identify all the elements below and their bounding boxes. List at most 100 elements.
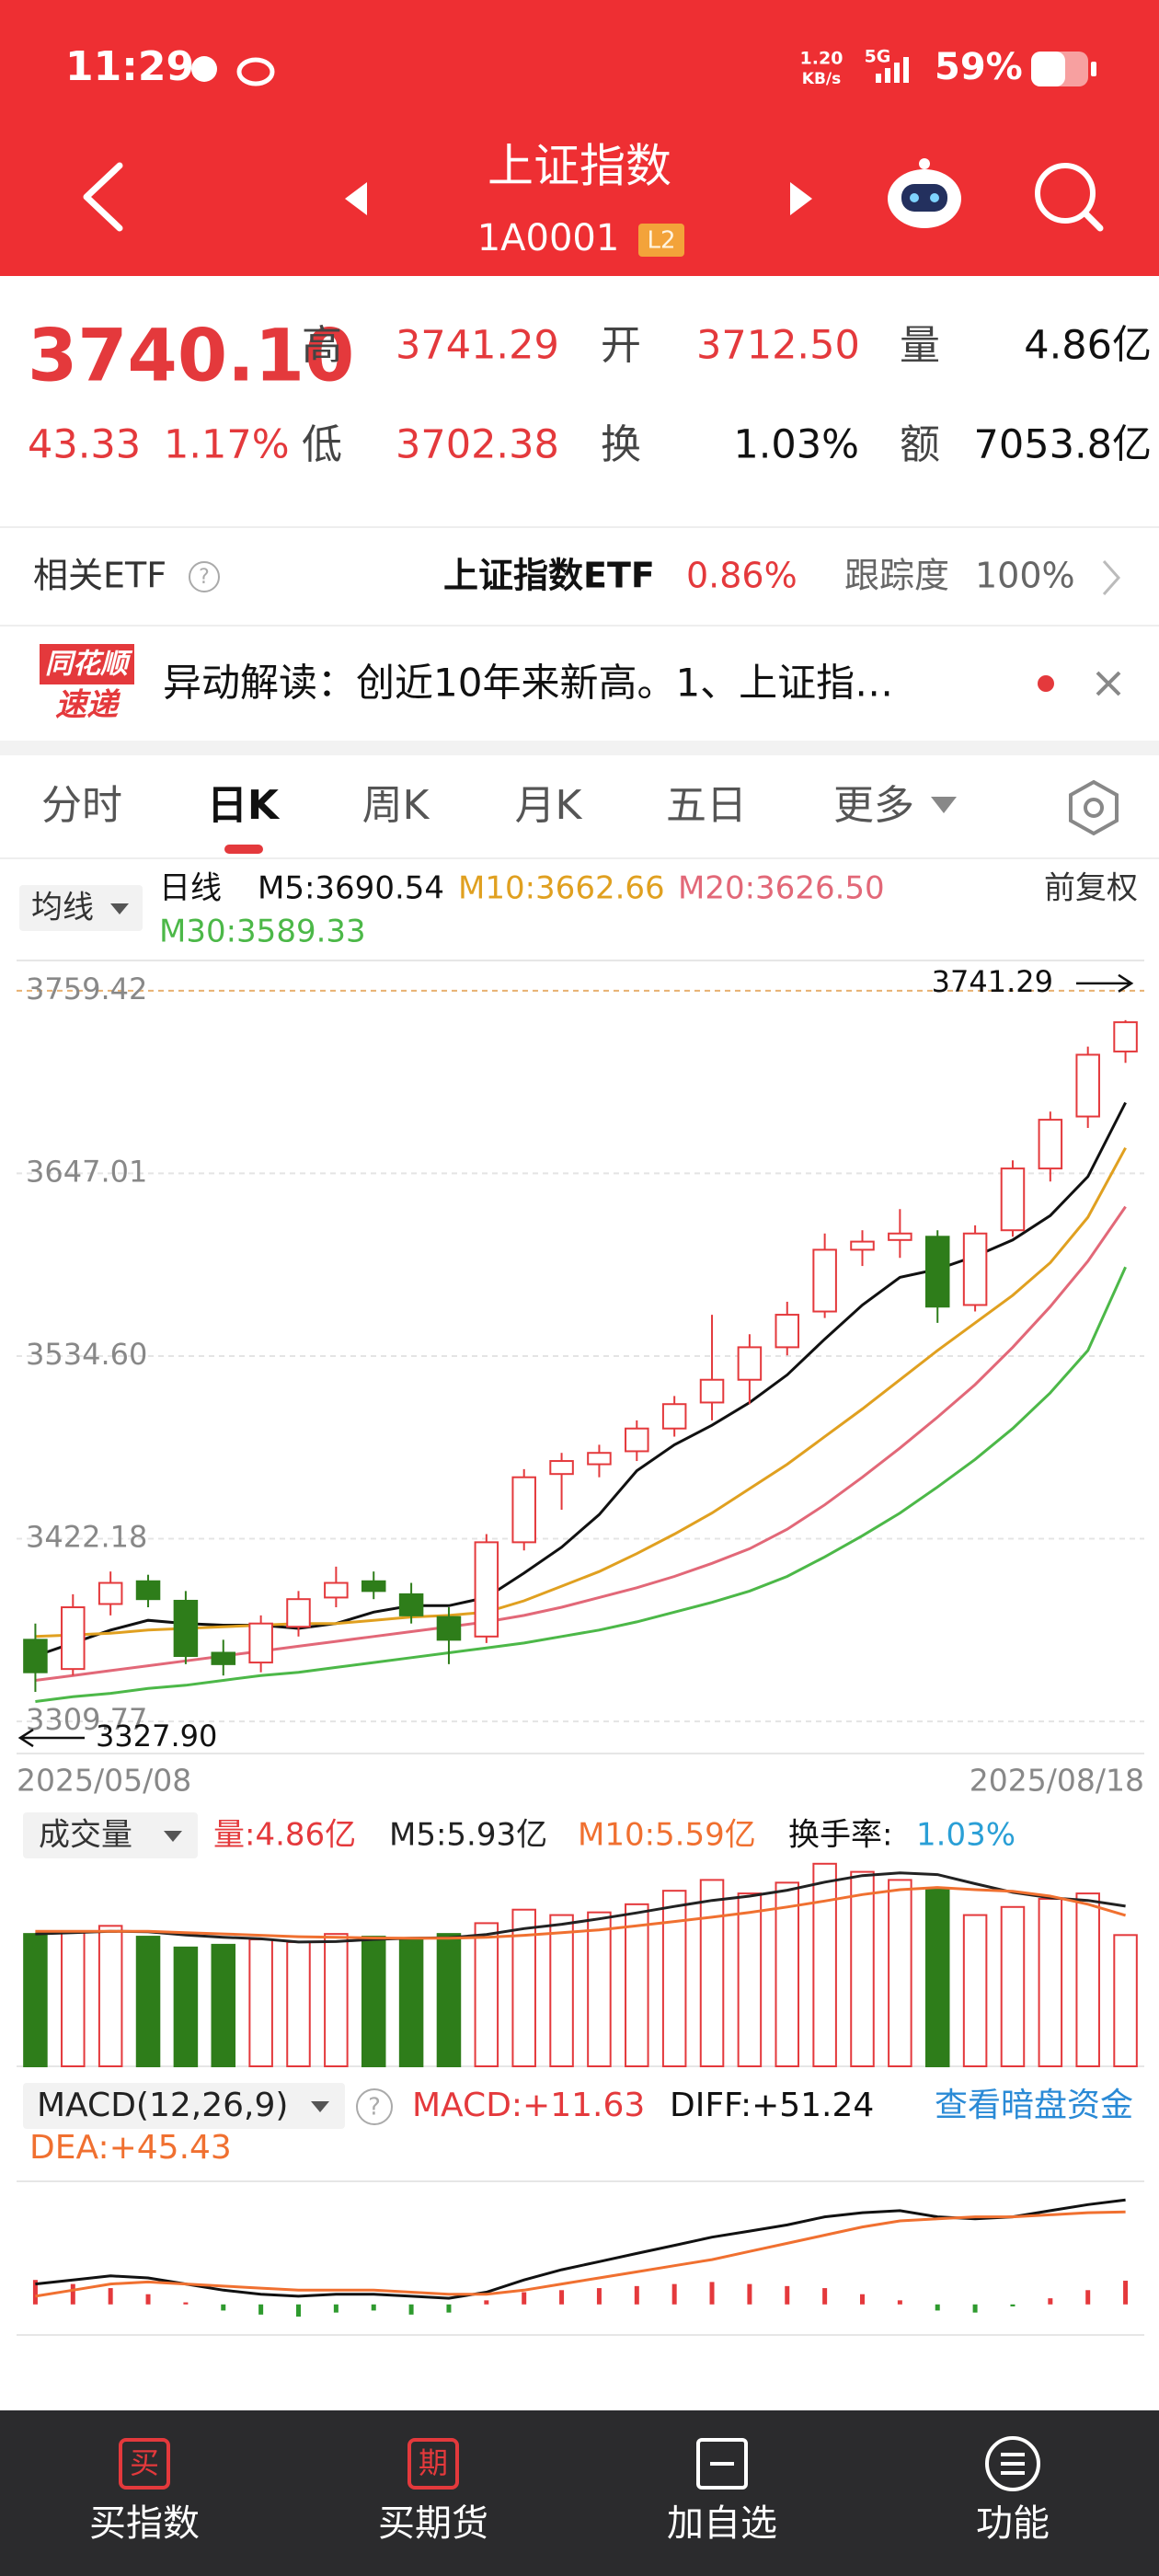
- macd-value: MACD:+11.63: [412, 2087, 645, 2124]
- robot-button[interactable]: [888, 158, 961, 228]
- macd-bar: [484, 2300, 489, 2305]
- macd-bar: [32, 2280, 38, 2305]
- logo-bottom: 速递: [55, 687, 121, 724]
- volume-bar: [361, 1936, 386, 2067]
- macd-bar: [935, 2304, 940, 2311]
- dark-pool-link[interactable]: 查看暗盘资金: [935, 2087, 1133, 2124]
- ma-line: [35, 1266, 1127, 1703]
- nav-label: 买指数: [89, 2502, 200, 2545]
- tab-active[interactable]: 日K: [207, 782, 281, 829]
- next-button[interactable]: [790, 182, 812, 215]
- time: 11:29: [65, 43, 194, 90]
- macd-bar: [371, 2304, 376, 2311]
- nav-item[interactable]: 加自选: [667, 2438, 777, 2545]
- net-speed: 1.20: [800, 49, 843, 69]
- tab[interactable]: 五日: [666, 782, 747, 829]
- section-gap: [0, 741, 1159, 755]
- search-button[interactable]: [1035, 163, 1104, 232]
- candle-body: [1000, 1167, 1026, 1232]
- candle-body: [135, 1580, 161, 1601]
- tab[interactable]: 月K: [515, 782, 583, 829]
- candle-body: [962, 1232, 988, 1306]
- settings-button[interactable]: [1069, 779, 1119, 836]
- battery-tip: [1091, 62, 1096, 76]
- field-label: 低: [302, 421, 342, 468]
- volume-bar: [23, 1933, 48, 2068]
- logo-top-bg: [40, 644, 134, 684]
- nav-item[interactable]: 买 买指数: [89, 2438, 200, 2545]
- candle-body: [812, 1248, 837, 1313]
- nav-icon-text: 期: [419, 2445, 448, 2480]
- macd-bar: [972, 2304, 978, 2313]
- macd-bar: [634, 2285, 639, 2305]
- candle-body: [625, 1427, 649, 1453]
- candle-body: [511, 1476, 536, 1544]
- volume-bar: [474, 1922, 499, 2068]
- period: 日线: [159, 870, 222, 907]
- change-pct: 1.17%: [164, 422, 290, 468]
- etf-row[interactable]: 相关ETF ? 上证指数ETF 0.86% 跟踪度 100%: [33, 556, 1121, 596]
- legend-entry: DIFF:+51.24: [670, 2087, 874, 2124]
- candle-body: [361, 1580, 386, 1593]
- y-tick-label: 3309.77: [26, 1702, 147, 1737]
- volume-bar: [587, 1911, 612, 2067]
- field-value: 3712.50: [696, 323, 860, 369]
- ma-button[interactable]: 均线: [31, 890, 94, 926]
- news-text: 异动解读：创近10年来新高。1、上证指…: [163, 661, 893, 706]
- battery-pct: 59%: [935, 46, 1023, 88]
- unread-dot: [1038, 675, 1054, 692]
- legend-entry: M5:5.93亿: [389, 1817, 547, 1854]
- nav-label: 买期货: [378, 2502, 488, 2545]
- macd-bar: [559, 2290, 565, 2305]
- volume-bar: [549, 1914, 574, 2068]
- low-annotation: 3327.90: [96, 1719, 217, 1754]
- volume-bar: [173, 1946, 199, 2068]
- tab[interactable]: 更多: [833, 782, 914, 829]
- macd-title[interactable]: MACD(12,26,9): [37, 2087, 288, 2124]
- volume-button-bg[interactable]: [23, 1812, 198, 1858]
- volume-bar: [324, 1933, 349, 2068]
- volume-bar: [511, 1908, 536, 2068]
- field-label: 换: [601, 421, 641, 468]
- x-tick-label: 2025/05/08: [17, 1763, 191, 1799]
- macd-bar: [258, 2304, 264, 2315]
- volume-bar: [775, 1881, 800, 2068]
- badge-bg: [638, 224, 684, 257]
- title: 上证指数: [488, 140, 671, 193]
- prev-button[interactable]: [345, 182, 367, 215]
- high-arrow: [1076, 973, 1134, 993]
- candle-body: [286, 1598, 311, 1628]
- nav-item[interactable]: 功能: [976, 2436, 1050, 2545]
- etf-name: 上证指数ETF: [443, 556, 655, 596]
- help: ?: [199, 566, 210, 589]
- nav-label: 加自选: [667, 2502, 777, 2545]
- macd-button-bg[interactable]: [23, 2083, 345, 2129]
- header-bg: [0, 0, 1159, 276]
- adjust[interactable]: 前复权: [1044, 870, 1138, 907]
- help: ?: [368, 2094, 381, 2122]
- macd-bar: [671, 2283, 677, 2305]
- volume-bar: [1075, 1892, 1100, 2067]
- tab[interactable]: 分时: [41, 782, 122, 829]
- volume-ma-line: [35, 1886, 1127, 1940]
- candle-body: [888, 1232, 912, 1241]
- candle-body: [211, 1651, 236, 1665]
- candle-body: [436, 1616, 462, 1641]
- macd-bar: [446, 2304, 452, 2313]
- volume-bar: [211, 1943, 236, 2067]
- logo-top: 同花顺: [45, 649, 133, 681]
- settings-dot: [1084, 798, 1104, 818]
- ma-button-bg[interactable]: [19, 885, 143, 931]
- field-value: 3702.38: [396, 422, 559, 468]
- close-button[interactable]: [1096, 671, 1121, 696]
- nav-item[interactable]: 期 买期货: [378, 2438, 488, 2545]
- qq-icon: [191, 56, 217, 82]
- x-tick-label: 2025/08/18: [970, 1763, 1144, 1799]
- tab[interactable]: 周K: [362, 782, 430, 829]
- help-icon: [189, 561, 220, 592]
- back-button[interactable]: [83, 162, 123, 232]
- field-value: 3741.29: [396, 323, 559, 369]
- news-row[interactable]: 同花顺 速递 异动解读：创近10年来新高。1、上证指…: [40, 644, 1121, 724]
- track-label: 跟踪度: [844, 556, 949, 596]
- volume-title[interactable]: 成交量: [39, 1817, 132, 1854]
